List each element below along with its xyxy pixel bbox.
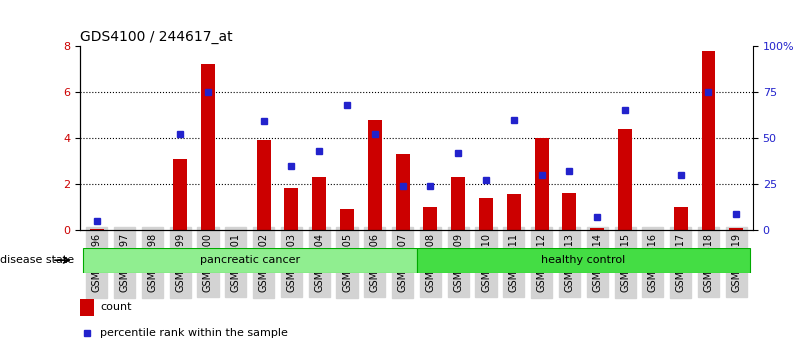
Bar — [368, 120, 382, 230]
Bar — [618, 129, 632, 230]
Bar — [417, 248, 751, 273]
Bar — [284, 188, 298, 230]
Bar — [562, 193, 577, 230]
Text: percentile rank within the sample: percentile rank within the sample — [100, 328, 288, 338]
Text: healthy control: healthy control — [541, 255, 626, 265]
Bar — [396, 154, 409, 230]
Bar — [256, 140, 271, 230]
Bar — [590, 228, 604, 230]
Bar — [340, 209, 354, 230]
Bar — [451, 177, 465, 230]
Bar — [312, 177, 326, 230]
Text: count: count — [100, 302, 132, 312]
Bar — [702, 51, 715, 230]
Bar — [201, 64, 215, 230]
Bar — [424, 207, 437, 230]
Text: pancreatic cancer: pancreatic cancer — [199, 255, 300, 265]
Bar — [90, 229, 104, 230]
Text: disease state: disease state — [0, 255, 74, 265]
Bar — [507, 194, 521, 230]
Bar — [83, 248, 417, 273]
Bar — [535, 138, 549, 230]
Bar — [674, 207, 687, 230]
Bar — [80, 299, 94, 316]
Bar — [729, 228, 743, 230]
Bar — [479, 198, 493, 230]
Text: GDS4100 / 244617_at: GDS4100 / 244617_at — [80, 30, 233, 44]
Bar — [173, 159, 187, 230]
